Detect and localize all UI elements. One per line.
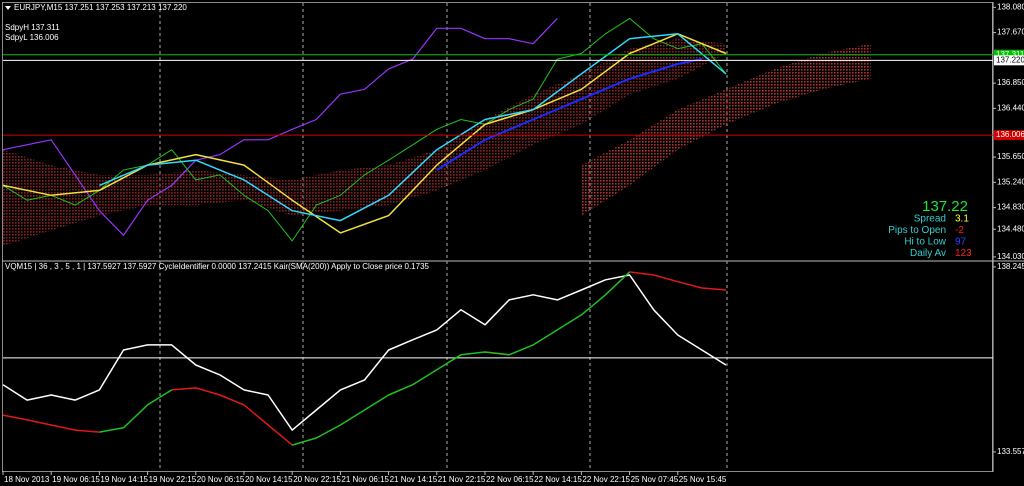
y-tick-label: 133.5572 [997,447,1024,456]
series-line [2,17,558,236]
y-tick-label: 138.2453 [997,262,1024,271]
y-tick-label: 136.850 [997,78,1024,87]
x-tick-label: 22 Nov 06:15 [486,475,534,484]
series-line [2,17,727,242]
price-label: 137.220 [996,55,1024,64]
x-tick-label: 19 Nov 14:15 [100,475,148,484]
info-value: 123 [955,248,972,259]
series-line [2,33,727,234]
y-tick-label: 136.440 [997,103,1024,112]
info-label: Daily Av [910,248,946,259]
y-tick-label: 135.240 [997,177,1024,186]
x-tick-label: 25 Nov 07:45 [631,475,679,484]
info-value: 97 [955,237,967,248]
x-tick-label: 20 Nov 22:15 [293,475,341,484]
annotation: SdpyL 136.006 [5,33,59,42]
price-label-box [994,55,1024,66]
series-line [2,271,727,446]
x-tick-label: 20 Nov 06:15 [197,475,245,484]
info-label: Pips to Open [888,225,946,236]
series-line [99,271,631,446]
x-tick-label: 21 Nov 14:15 [390,475,438,484]
x-tick-label: 21 Nov 06:15 [341,475,389,484]
panel-title: VQM15 | 36 , 3 , 5 , 1 | 137.5927 137.59… [5,262,430,271]
cloud [3,38,726,246]
price-label-box [994,49,1024,60]
frame [2,2,1024,472]
info-value: 3.1 [955,214,969,225]
x-tick-label: 22 Nov 22:15 [582,475,630,484]
cloud [581,43,871,216]
panel-title: EURJPY,M15 137.251 137.253 137.213 137.2… [14,3,187,12]
info-price: 137.22 [922,198,968,215]
x-tick-label: 20 Nov 14:15 [245,475,293,484]
price-label-box [994,130,1024,141]
day-separators [159,3,728,471]
y-tick-label: 134.030 [997,252,1024,261]
info-label: Hi to Low [904,237,946,248]
series-line [436,58,703,171]
x-tick-label: 21 Nov 22:15 [438,475,486,484]
y-tick-label: 137.670 [997,28,1024,37]
annotation: SdpyH 137.311 [5,23,60,32]
x-tick-label: 18 Nov 2013 [4,475,50,484]
y-tick-label: 135.650 [997,152,1024,161]
info-value: -2 [955,225,964,236]
y-tick-label: 138.080 [997,2,1024,11]
x-tick-label: 19 Nov 22:15 [149,475,197,484]
price-label: 137.311 [996,50,1024,59]
series-line [2,274,727,431]
y-tick-label: 134.830 [997,203,1024,212]
x-tick-label: 19 Nov 06:15 [52,475,100,484]
y-tick-label: 134.480 [997,224,1024,233]
info-label: Spread [914,214,946,225]
price-label: 136.006 [996,130,1024,139]
x-tick-label: 22 Nov 14:15 [534,475,582,484]
x-tick-label: 25 Nov 15:45 [679,475,727,484]
symbol-menu-icon[interactable] [5,6,11,10]
series-line [99,33,727,222]
